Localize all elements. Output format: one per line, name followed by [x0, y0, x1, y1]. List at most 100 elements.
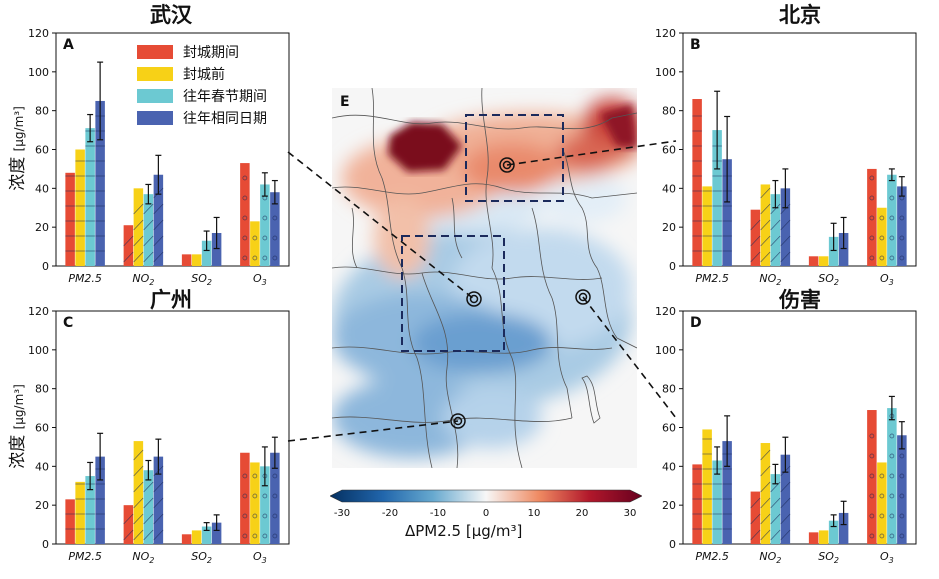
- bar-hatch: [153, 219, 164, 231]
- bar-hatch: [143, 219, 154, 231]
- bar-same_period: [838, 512, 849, 544]
- bar-hatch: [153, 235, 164, 247]
- x-tick-label: O3: [253, 550, 267, 565]
- bar-hatch: [252, 235, 258, 241]
- bar-hatch: [133, 219, 144, 231]
- bar-pre_lockdown: [250, 221, 260, 266]
- bar-pre_lockdown: [133, 188, 144, 266]
- bar-same_period: [838, 232, 849, 266]
- bar-hatch: [760, 235, 771, 247]
- bar-hatch: [889, 195, 895, 201]
- bar-lockdown: [123, 225, 134, 266]
- bar-hatch: [272, 215, 278, 221]
- bar-hatch: [760, 187, 771, 199]
- zoom-box-wuhan: [401, 235, 505, 352]
- bar-hatch: [780, 481, 791, 493]
- bar-hatch: [272, 493, 278, 499]
- bar-hatch: [133, 251, 144, 263]
- bar-lockdown: [181, 534, 192, 544]
- bar-hatch: [123, 513, 134, 525]
- legend-label: 封城期间: [183, 45, 239, 61]
- bar-hatch: [242, 473, 248, 479]
- y-tick-label: 20: [35, 221, 49, 234]
- chart-panel-A: A 0 20 40 60 80 100 120 PM2.5 NO2 SO2 O3: [28, 27, 290, 287]
- bar-hatch: [153, 481, 164, 493]
- bar-hatch: [889, 453, 895, 459]
- bar-hatch: [750, 529, 761, 541]
- bar-hatch: [750, 235, 761, 247]
- bar-hatch: [760, 529, 771, 541]
- bar-hatch: [879, 215, 885, 221]
- y-tick-label: 60: [662, 144, 676, 157]
- bar-hatch: [770, 513, 781, 525]
- bar-hatch: [242, 493, 248, 499]
- bar-hatch: [760, 465, 771, 477]
- y-tick-label: 120: [655, 305, 676, 318]
- bar-hatch: [760, 251, 771, 263]
- bar-same_period: [95, 456, 105, 544]
- marker-shanghai: [575, 289, 591, 305]
- bar-hatch: [780, 497, 791, 509]
- bar-hatch: [262, 513, 268, 519]
- legend-swatch: [137, 67, 173, 81]
- bar-hatch: [869, 513, 875, 519]
- hotspot-northwest: [388, 122, 462, 172]
- bar-hatch: [242, 215, 248, 221]
- bar-hatch: [760, 481, 771, 493]
- legend-label: 往年相同日期: [183, 111, 267, 127]
- bar-hatch: [242, 513, 248, 519]
- bar-hatch: [252, 533, 258, 539]
- bar-hatch: [869, 215, 875, 221]
- bar-lockdown: [692, 464, 702, 544]
- x-tick-label: O3: [880, 550, 894, 565]
- x-tick-label: PM2.5: [695, 550, 729, 563]
- colorbar-tick-label: 30: [623, 508, 637, 519]
- bar-hatch: [879, 255, 885, 261]
- legend-item-spring-festival: 往年春节期间: [137, 85, 267, 107]
- legend-item-pre-lockdown: 封城前: [137, 63, 267, 85]
- x-tick-label: NO2: [132, 272, 154, 287]
- bar-hatch: [242, 533, 248, 539]
- taiwan-outline: [581, 375, 601, 424]
- y-tick-label: 120: [28, 305, 49, 318]
- bar-hatch: [879, 533, 885, 539]
- bar-hatch: [123, 251, 134, 263]
- bar-hatch: [252, 255, 258, 261]
- legend-label: 封城前: [183, 67, 225, 83]
- bar-hatch: [869, 493, 875, 499]
- bar-hatch: [153, 251, 164, 263]
- bar-hatch: [262, 255, 268, 261]
- bar-hatch: [272, 235, 278, 241]
- bar-spring_festival: [85, 476, 95, 544]
- bar-lockdown: [240, 163, 250, 266]
- y-tick-label: 40: [35, 182, 49, 195]
- legend-swatch: [137, 89, 173, 103]
- bar-hatch: [869, 195, 875, 201]
- y-tick-label: 60: [35, 144, 49, 157]
- y-tick-label: 40: [35, 460, 49, 473]
- bar-hatch: [780, 513, 791, 525]
- bar-spring_festival: [887, 174, 897, 266]
- panel-label: D: [690, 315, 702, 331]
- bar-pre_lockdown: [250, 462, 260, 544]
- bar-lockdown: [692, 99, 702, 267]
- legend-item-same-period: 往年相同日期: [137, 107, 267, 129]
- marker-guangzhou: [450, 413, 466, 429]
- legend: 封城期间 封城前 往年春节期间 往年相同日期: [137, 41, 267, 129]
- y-tick-label: 60: [662, 422, 676, 435]
- bar-hatch: [879, 513, 885, 519]
- colorbar-gradient: [330, 489, 642, 503]
- bar-hatch: [252, 513, 258, 519]
- marker-beijing: [499, 157, 515, 173]
- bar-spring_festival: [260, 466, 270, 544]
- y-tick-label: 0: [669, 260, 676, 273]
- bar-same_period: [780, 188, 791, 266]
- bar-hatch: [899, 513, 905, 519]
- pm25-change-map: E: [332, 88, 637, 468]
- y-tick-label: 100: [28, 344, 49, 357]
- bar-hatch: [899, 453, 905, 459]
- bar-same_period: [270, 452, 280, 544]
- bar-pre_lockdown: [702, 186, 712, 266]
- panel-label: B: [690, 37, 701, 53]
- bar-hatch: [153, 203, 164, 215]
